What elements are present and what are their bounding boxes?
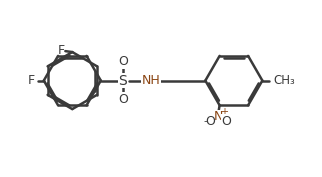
Text: S: S	[118, 74, 128, 88]
Text: -: -	[204, 116, 207, 126]
Text: CH₃: CH₃	[273, 74, 295, 87]
Text: F: F	[28, 74, 35, 87]
Text: O: O	[205, 115, 215, 128]
Text: O: O	[118, 55, 128, 68]
Text: F: F	[58, 44, 65, 57]
Text: NH: NH	[142, 74, 161, 87]
Text: O: O	[222, 115, 232, 128]
Text: N: N	[213, 110, 223, 123]
Text: +: +	[220, 107, 228, 117]
Text: O: O	[118, 93, 128, 106]
